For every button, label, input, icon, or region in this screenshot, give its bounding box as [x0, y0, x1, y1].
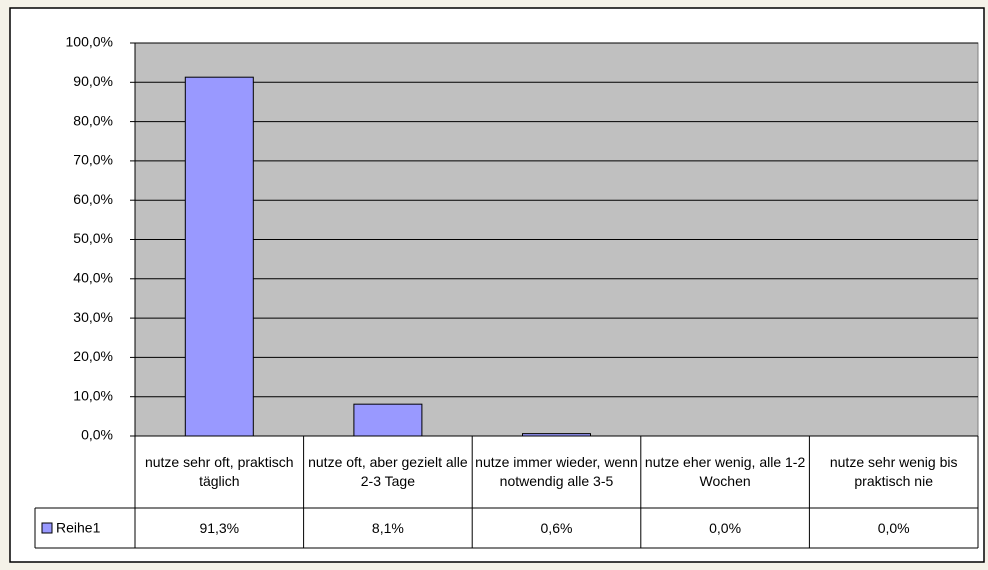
category-label: nutze immer wieder, wenn notwendig alle … — [475, 454, 638, 489]
category-label: nutze oft, aber gezielt alle 2-3 Tage — [308, 454, 468, 489]
category-label: nutze eher wenig, alle 1-2 Wochen — [644, 454, 806, 489]
y-tick-label: 90,0% — [73, 73, 113, 89]
y-tick-label: 60,0% — [73, 191, 113, 207]
y-tick-label: 80,0% — [73, 112, 113, 128]
category-label: nutze sehr oft, praktisch täglich — [144, 454, 294, 489]
legend-swatch — [41, 522, 53, 534]
value-label: 0,0% — [877, 519, 910, 536]
y-tick-label: 50,0% — [73, 230, 113, 246]
y-tick-label: 10,0% — [73, 387, 113, 403]
y-tick-label: 70,0% — [73, 152, 113, 168]
value-label: 0,0% — [709, 519, 742, 536]
y-tick-label: 0,0% — [81, 427, 113, 443]
y-tick-label: 20,0% — [73, 348, 113, 364]
y-tick-label: 40,0% — [73, 270, 113, 286]
legend-label: Reihe1 — [56, 520, 101, 536]
value-label: 91,3% — [199, 519, 240, 536]
value-label: 0,6% — [540, 519, 573, 536]
category-label: nutze sehr wenig bis praktisch nie — [829, 454, 958, 489]
y-tick-label: 100,0% — [66, 34, 113, 50]
bar — [184, 76, 254, 437]
value-label: 8,1% — [371, 519, 404, 536]
bar — [353, 403, 423, 437]
y-tick-label: 30,0% — [73, 309, 113, 325]
